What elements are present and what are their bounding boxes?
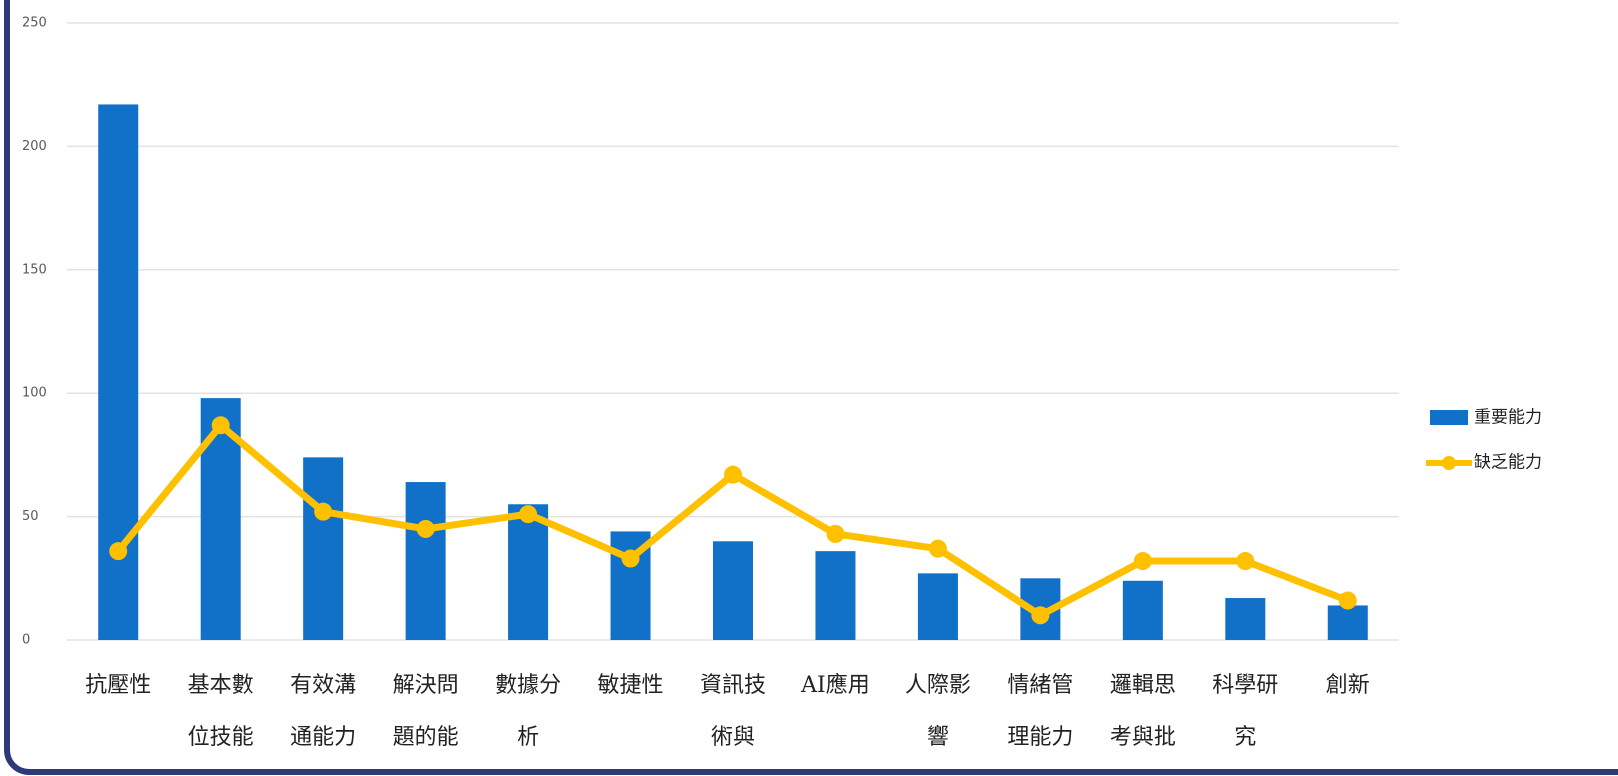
x-tick-label: 人際影響: [905, 673, 971, 750]
y-tick-label: 150: [22, 262, 47, 277]
x-tick-label: 抗壓性: [85, 673, 151, 698]
line-marker: [314, 502, 333, 521]
legend-swatch: [1442, 456, 1456, 470]
line-marker: [826, 524, 845, 543]
bar: [815, 551, 856, 640]
bar: [1327, 605, 1368, 640]
x-tick-label: 敏捷性: [598, 673, 664, 698]
line-marker: [416, 519, 435, 538]
line-marker: [724, 465, 742, 484]
x-tick-label: 科學研究: [1212, 673, 1278, 750]
line-marker: [211, 416, 230, 435]
line-marker: [1133, 552, 1152, 571]
frame: [4, 0, 1618, 775]
y-tick-label: 250: [22, 16, 47, 31]
line-marker: [621, 549, 640, 568]
line-marker: [1338, 591, 1357, 610]
bar: [1225, 598, 1266, 640]
x-tick-label: 有效溝通能力: [290, 673, 356, 750]
x-tick-label: 解決問題的能: [393, 673, 459, 750]
line-marker: [1031, 606, 1050, 625]
bar: [303, 457, 344, 640]
bar: [917, 573, 958, 640]
x-tick-label: 數據分析: [495, 673, 561, 750]
bar: [713, 541, 753, 640]
line-marker: [1236, 552, 1255, 571]
line-marker: [109, 542, 128, 561]
bar: [405, 482, 446, 640]
line-marker: [928, 539, 947, 558]
line-marker: [519, 505, 538, 524]
bar: [508, 504, 549, 640]
y-tick-label: 50: [22, 509, 39, 524]
x-tick-label: 資訊技術與: [700, 673, 766, 750]
y-tick-label: 200: [22, 139, 47, 154]
bar: [1122, 580, 1163, 640]
x-tick-label: 邏輯思考與批: [1110, 673, 1176, 750]
legend-swatch: [1430, 410, 1468, 425]
x-tick-label: AI應用: [800, 672, 870, 698]
x-tick-label: 基本數位技能: [188, 673, 254, 750]
legend-label: 缺乏能力: [1474, 453, 1542, 473]
x-tick-label: 情緒管理能力: [1007, 673, 1073, 750]
x-tick-label: 創新: [1326, 673, 1370, 698]
y-tick-label: 0: [22, 633, 30, 648]
legend-label: 重要能力: [1474, 408, 1542, 428]
y-tick-label: 100: [22, 386, 47, 401]
